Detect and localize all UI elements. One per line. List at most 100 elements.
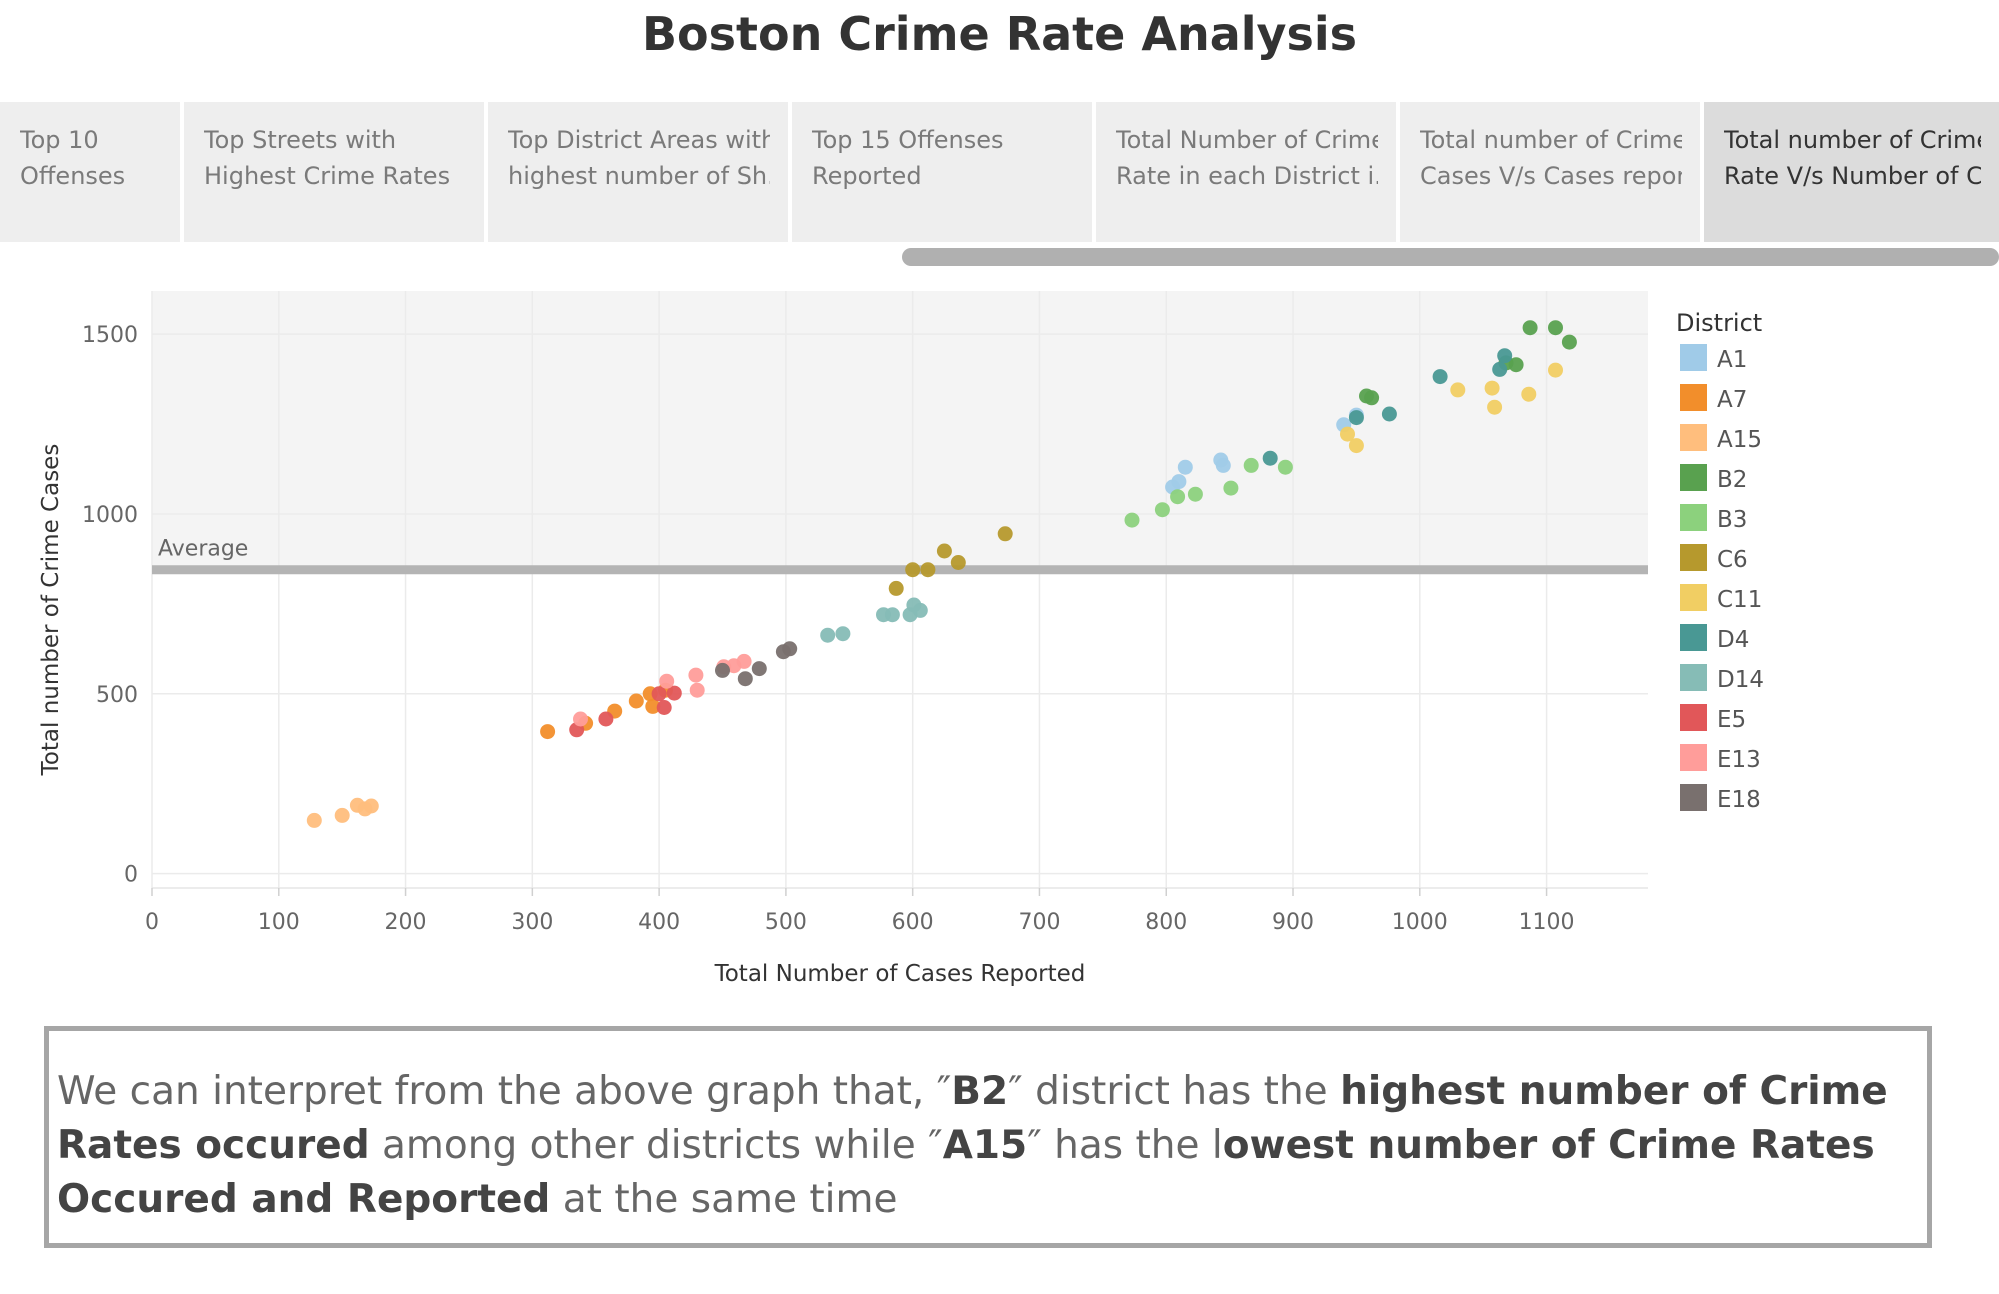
y-tick-label: 0 (124, 863, 138, 888)
point-e13 (689, 682, 705, 698)
point-e5 (666, 685, 682, 701)
x-tick-label: 700 (1018, 910, 1060, 935)
x-tick-label: 800 (1145, 910, 1187, 935)
point-b3 (1187, 486, 1203, 502)
tab-crime-rate-vs-number-of-cases[interactable]: Total number of Crime Rate V/s Number of… (1704, 102, 1999, 242)
point-a1 (1171, 474, 1187, 490)
point-c6 (888, 580, 904, 596)
y-axis-ticks: 0 500 1000 1500 (82, 323, 138, 887)
legend-label-c6: C6 (1717, 547, 1748, 573)
legend-label-d4: D4 (1717, 627, 1749, 653)
point-d4 (1262, 450, 1278, 466)
tab-top-district-areas[interactable]: Top District Areas with highest number o… (488, 102, 788, 242)
point-a7 (628, 693, 644, 709)
point-e13 (736, 653, 752, 669)
gridlines (151, 291, 1648, 889)
tab-crime-rate-by-district[interactable]: Total Number of Crime Rate in each Distr… (1096, 102, 1396, 242)
point-c11 (1450, 382, 1466, 398)
x-tick-label: 300 (511, 910, 553, 935)
point-c11 (1487, 399, 1503, 415)
y-tick-label: 1500 (82, 323, 138, 348)
point-e5 (656, 700, 672, 715)
y-axis-label: Total number of Crime Cases (38, 444, 64, 777)
point-e5 (651, 686, 667, 702)
point-b2 (1364, 390, 1380, 406)
tab-crime-cases-vs-reported[interactable]: Total number of Crime Cases V/s Cases re… (1400, 102, 1700, 242)
data-points (306, 320, 1577, 828)
y-tick-label: 1000 (82, 503, 138, 528)
tab-label-line2: Offenses (20, 162, 126, 190)
insight-text: at the same time (550, 1177, 898, 1222)
point-e18 (782, 641, 798, 657)
tab-label-line2: Highest Crime Rates (204, 162, 451, 190)
tab-top-10-offenses[interactable]: Top 10 Offenses (0, 102, 180, 242)
point-b2 (1508, 357, 1524, 373)
point-b2 (1548, 320, 1563, 336)
point-d4 (1492, 361, 1508, 377)
x-tick-label: 900 (1272, 910, 1314, 935)
point-c11 (1521, 386, 1537, 402)
tab-label-line1: Total number of Crime (1724, 126, 1981, 154)
insight-text: ″ has the l (1027, 1123, 1223, 1168)
tab-label-line1: Top 10 (20, 126, 99, 154)
point-c6 (997, 526, 1013, 542)
x-axis-ticks: 0 100 200 300 400 500 600 700 800 900 1000 1100 (145, 888, 1575, 935)
x-tick-label: 200 (385, 910, 427, 935)
insight-bold-district: A15 (942, 1123, 1028, 1168)
legend-swatch-a1 (1680, 344, 1707, 371)
point-d14 (884, 607, 900, 623)
point-b3 (1154, 502, 1170, 518)
point-d4 (1432, 369, 1448, 385)
legend-swatch-e5 (1680, 704, 1707, 731)
tab-label-line2: Cases V/s Cases repor.. (1420, 162, 1682, 190)
tab-label-line2: Reported (812, 162, 922, 190)
point-d4 (1381, 406, 1397, 422)
legend-swatch-a7 (1680, 384, 1707, 411)
legend-label-e5: E5 (1717, 707, 1746, 733)
tabs-horizontal-scrollbar[interactable] (902, 248, 1999, 266)
scatter-chart: Average 0 100 200 300 400 500 600 700 800 900 1000… (38, 291, 1764, 987)
legend-label-e18: E18 (1717, 787, 1761, 813)
x-tick-label: 600 (892, 910, 934, 935)
legend-label-c11: C11 (1717, 587, 1762, 613)
point-a7 (645, 698, 661, 714)
legend-swatch-c11 (1680, 584, 1707, 611)
insight-bold-phrase: owest number of Crime Rates Occured and … (57, 1123, 1875, 1222)
point-e13 (573, 711, 588, 727)
insight-bold-district: B2 (951, 1069, 1009, 1114)
point-d4 (1497, 348, 1513, 364)
point-a15 (363, 798, 379, 814)
point-d4 (1348, 410, 1364, 426)
legend-swatch-a15 (1680, 424, 1707, 451)
legend-swatch-d4 (1680, 624, 1707, 651)
point-c11 (1340, 426, 1355, 442)
point-e5 (598, 711, 614, 727)
legend-swatch-d14 (1680, 664, 1707, 691)
point-e13 (688, 667, 704, 683)
point-b3 (1124, 512, 1140, 528)
point-c6 (936, 543, 952, 559)
point-b3 (1243, 457, 1259, 473)
point-b3 (1277, 459, 1293, 475)
insight-text: among other districts while ″ (369, 1123, 943, 1168)
x-tick-label: 1000 (1392, 910, 1448, 935)
tab-label-line2: highest number of Sh.. (508, 162, 770, 190)
average-band (152, 291, 1648, 570)
point-a1 (1177, 459, 1193, 475)
dashboard-title: Boston Crime Rate Analysis (641, 7, 1358, 61)
point-b3 (1170, 489, 1186, 505)
point-e18 (737, 671, 753, 687)
legend-label-a1: A1 (1717, 347, 1747, 373)
tab-top-15-offenses[interactable]: Top 15 Offenses Reported (792, 102, 1092, 242)
story-tabs: Top 10 Offenses Top Streets with Highest… (0, 102, 1999, 242)
tab-label-line1: Total number of Crime (1420, 126, 1682, 154)
legend-label-a15: A15 (1717, 427, 1762, 453)
point-a15 (334, 807, 350, 823)
x-tick-label: 400 (638, 910, 680, 935)
point-e13 (659, 673, 675, 689)
legend: A1 A7 A15 B2 B3 C6 C11 D4 D14 E5 E13 E18 (1680, 344, 1764, 813)
insight-bold-phrase: highest number of Crime Rates occured (57, 1069, 1888, 1168)
point-d14 (912, 602, 928, 618)
tab-top-streets[interactable]: Top Streets with Highest Crime Rates (184, 102, 484, 242)
tab-label-line2: Rate in each District i.. (1116, 162, 1378, 190)
